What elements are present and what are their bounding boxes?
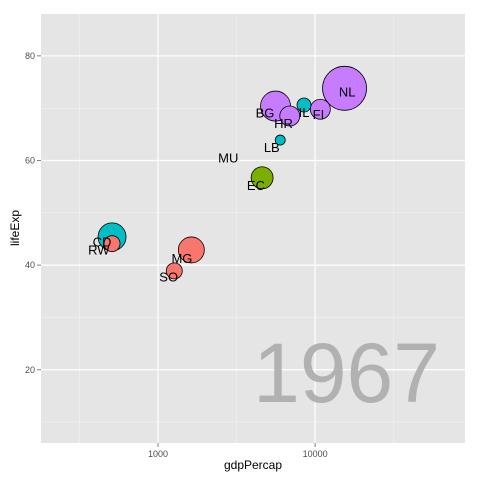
point-label: RW — [88, 242, 110, 257]
point-label: IL — [299, 105, 310, 120]
axis-ticks: 1000 10000 20 40 60 80 — [25, 51, 328, 459]
point-label: EC — [247, 178, 265, 193]
y-tick-label: 20 — [25, 365, 35, 375]
bubble-point — [322, 65, 367, 111]
y-tick-label: 80 — [25, 51, 35, 61]
year-annotation: 1967 — [253, 326, 440, 420]
point-label: LB — [264, 140, 280, 155]
bubble-point — [103, 235, 121, 253]
bubble-point — [274, 134, 286, 146]
point-label: CD — [93, 235, 112, 250]
x-tick-label: 10000 — [303, 449, 328, 459]
y-axis-title: lifeExp — [8, 210, 22, 246]
bubbles — [97, 65, 367, 280]
point-label: NL — [339, 84, 356, 99]
x-tick-label: 1000 — [148, 449, 168, 459]
point-label: BG — [256, 105, 275, 120]
point-label: SO — [159, 270, 178, 285]
x-axis-title: gdpPercap — [224, 458, 282, 472]
grid-lines — [41, 14, 465, 443]
point-label: MU — [218, 150, 238, 165]
bubble-point — [177, 236, 205, 264]
bubble-point — [250, 166, 274, 190]
bubble-point — [279, 105, 301, 127]
bubble-point — [165, 262, 183, 280]
y-tick-label: 60 — [25, 155, 35, 165]
point-label: MG — [171, 251, 192, 266]
y-tick-label: 40 — [25, 260, 35, 270]
bubble-point — [296, 97, 312, 113]
bubble-point — [309, 98, 331, 120]
point-label: FI — [313, 107, 325, 122]
point-label: HR — [274, 116, 293, 131]
